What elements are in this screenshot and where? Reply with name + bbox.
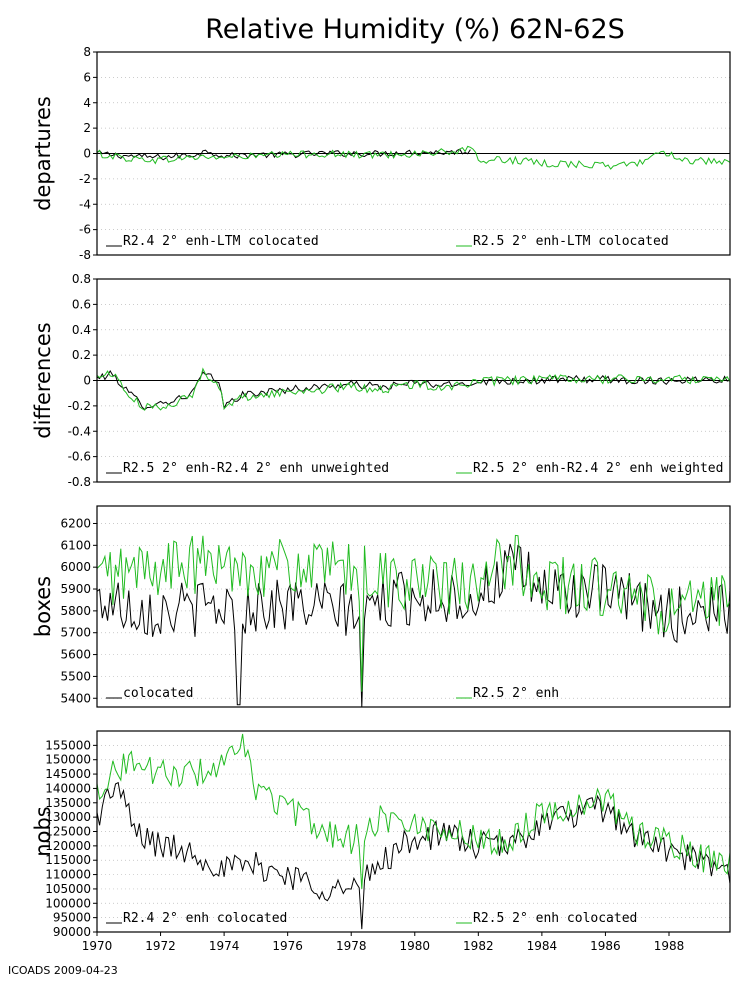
series-line-2	[96, 733, 731, 889]
y-tick-label: 130000	[45, 810, 91, 824]
plot-frame	[96, 505, 731, 708]
y-tick-label: -2	[79, 172, 91, 186]
x-axis: 1970 1972 1974 1976 1978 1980 1982 1984 1986 1988	[82, 932, 685, 953]
y-tick-label: 100000	[45, 896, 91, 910]
legend-label: R2.5 2° enh-R2.4 2° enh weighted	[473, 461, 723, 476]
x-tick-label: 1982	[463, 939, 494, 953]
y-axis-label: boxes	[31, 576, 55, 637]
y-tick-label: 115000	[45, 853, 91, 867]
y-tick-label: 6100	[60, 538, 91, 552]
x-tick-label: 1972	[145, 939, 176, 953]
x-tick-label: 1984	[527, 939, 558, 953]
legend-label: colocated	[123, 686, 193, 701]
y-tick-label: 5500	[60, 669, 91, 683]
y-tick-label: 145000	[45, 767, 91, 781]
y-tick-label: 0.6	[72, 297, 91, 311]
y-tick-label: 95000	[53, 911, 91, 925]
y-tick-label: 0	[83, 147, 91, 161]
y-tick-label: -0.8	[68, 475, 91, 489]
legend-label: R2.4 2° enh colocated	[123, 911, 287, 926]
y-tick-label: 140000	[45, 781, 91, 795]
legend-label: R2.4 2° enh-LTM colocated	[123, 234, 319, 249]
y-tick-label: 2	[83, 121, 91, 135]
series-line-1	[96, 370, 731, 411]
y-tick-label: 6200	[60, 516, 91, 530]
y-axis-label: departures	[31, 96, 55, 211]
legend-label: R2.5 2° enh colocated	[473, 911, 637, 926]
panel-nobs: R2.4 2° enh colocated R2.5 2° enh colocat…	[31, 730, 731, 939]
series-line-1	[96, 781, 731, 930]
panel-differences: R2.5 2° enh-R2.4 2° enh unweighted R2.5 2…	[31, 272, 731, 489]
y-tick-label: -0.6	[68, 450, 91, 464]
y-tick-label: 6	[83, 70, 91, 84]
legend-label: R2.5 2° enh-R2.4 2° enh unweighted	[123, 461, 389, 476]
y-tick-label: 4	[83, 96, 91, 110]
y-tick-label: -6	[79, 223, 91, 237]
y-tick-label: 105000	[45, 882, 91, 896]
chart-title: Relative Humidity (%) 62N-62S	[205, 14, 625, 45]
panels: R2.4 2° enh-LTM colocated R2.5 2° enh-LTM…	[31, 45, 731, 939]
y-tick-label: 155000	[45, 738, 91, 752]
x-tick-label: 1980	[399, 939, 430, 953]
y-tick-label: 8	[83, 45, 91, 59]
y-axis-label: nobs	[31, 806, 55, 856]
y-tick-label: 0	[83, 374, 91, 388]
y-tick-label: 6000	[60, 560, 91, 574]
y-tick-label: -0.2	[68, 399, 91, 413]
y-tick-label: -0.4	[68, 424, 91, 438]
legend-label: R2.5 2° enh	[473, 686, 559, 701]
y-tick-label: 125000	[45, 825, 91, 839]
panel-boxes: colocated R2.5 2° enh 6200 6100 6000 5900 5800…	[31, 505, 731, 708]
y-tick-label: -8	[79, 248, 91, 262]
y-tick-label: 150000	[45, 753, 91, 767]
series-line-2	[96, 534, 731, 692]
y-tick-label: 5600	[60, 648, 91, 662]
x-tick-label: 1986	[590, 939, 621, 953]
y-axis-label: differences	[31, 322, 55, 438]
y-tick-label: 5700	[60, 626, 91, 640]
y-tick-label: -4	[79, 197, 91, 211]
y-tick-label: 5800	[60, 604, 91, 618]
series-line-2	[96, 367, 731, 411]
y-tick-label: 5400	[60, 691, 91, 705]
y-tick-label: 0.4	[72, 323, 91, 337]
y-tick-label: 110000	[45, 868, 91, 882]
x-tick-label: 1988	[654, 939, 685, 953]
y-tick-label: 90000	[53, 925, 91, 939]
series-line-2	[96, 145, 731, 170]
y-tick-label: 0.2	[72, 348, 91, 362]
y-tick-label: 0.8	[72, 272, 91, 286]
x-tick-label: 1970	[82, 939, 113, 953]
footer-label: ICOADS 2009-04-23	[8, 964, 118, 977]
y-tick-label: 5900	[60, 582, 91, 596]
y-tick-label: 120000	[45, 839, 91, 853]
panel-departures: R2.4 2° enh-LTM colocated R2.5 2° enh-LTM…	[31, 45, 731, 262]
x-tick-label: 1974	[209, 939, 240, 953]
legend-label: R2.5 2° enh-LTM colocated	[473, 234, 669, 249]
y-tick-label: 135000	[45, 796, 91, 810]
x-tick-label: 1978	[336, 939, 367, 953]
x-tick-label: 1976	[272, 939, 303, 953]
series-line-1	[96, 543, 731, 708]
